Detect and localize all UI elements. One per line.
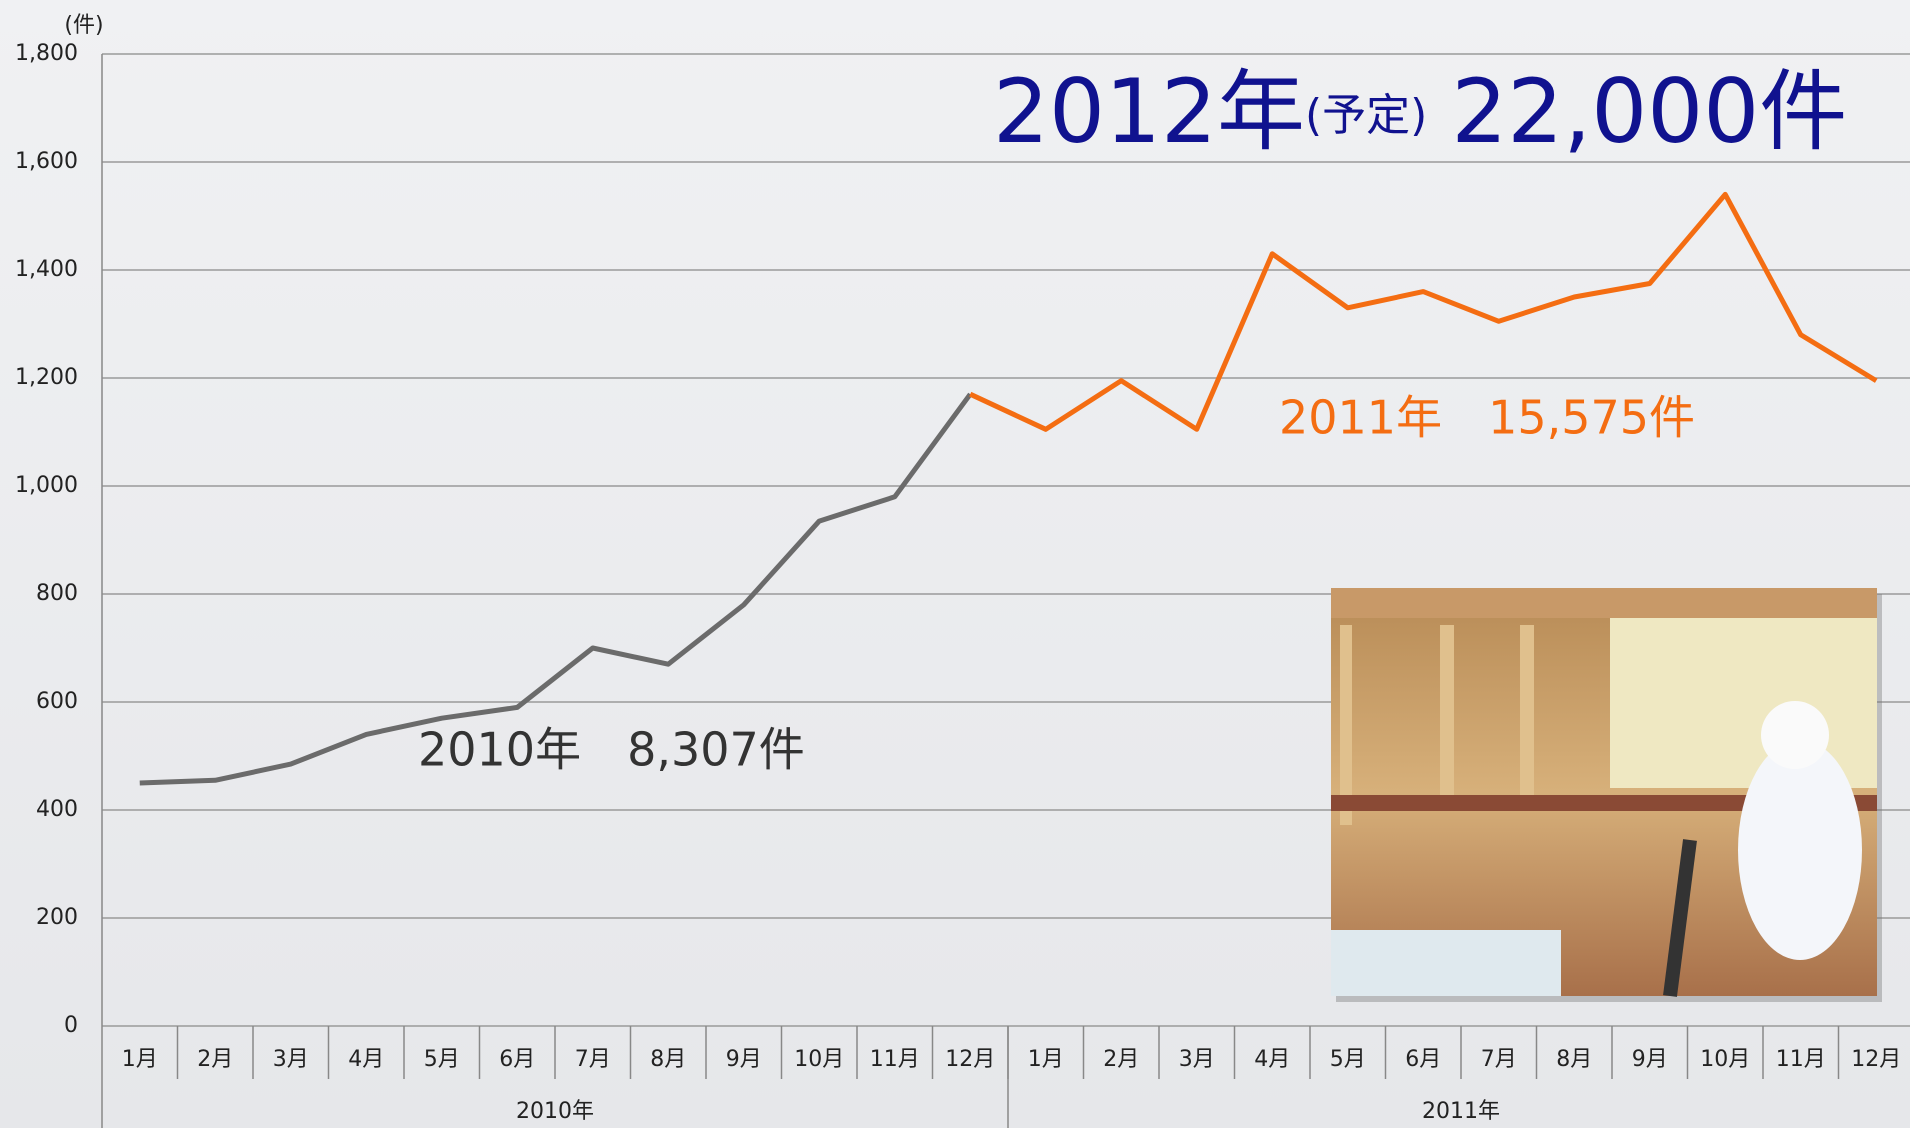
x-tick-label: 1月 [122, 1047, 158, 1072]
headline: 2012年(予定) 22,000件 [993, 60, 1847, 163]
helmet [1761, 701, 1829, 769]
y-tick-label: 1,000 [15, 473, 78, 498]
group-label: 2011年 [1422, 1099, 1500, 1124]
x-tick-label: 2月 [197, 1047, 233, 1072]
headline-year: 2012年 [993, 60, 1305, 163]
x-tick-label: 11月 [1776, 1047, 1826, 1072]
y-tick-label: 600 [36, 689, 78, 714]
x-tick-label: 7月 [575, 1047, 611, 1072]
hose [1663, 839, 1697, 997]
group-label: 2010年 [516, 1099, 594, 1124]
x-tick-label: 1月 [1028, 1047, 1064, 1072]
y-tick-label: 0 [64, 1013, 78, 1038]
annotation: 2010年 8,307件 [418, 723, 805, 777]
joist [1520, 625, 1534, 805]
x-tick-label: 3月 [1179, 1047, 1215, 1072]
worker [1738, 740, 1862, 960]
x-tick-label: 4月 [348, 1047, 384, 1072]
x-tick-label: 8月 [1556, 1047, 1592, 1072]
y-tick-label: 1,200 [15, 365, 78, 390]
x-tick-label: 2月 [1103, 1047, 1139, 1072]
y-tick-label: 1,800 [15, 41, 78, 66]
y-tick-label: 1,400 [15, 257, 78, 282]
x-tick-label: 10月 [794, 1047, 844, 1072]
y-unit-label: (件) [64, 13, 103, 38]
y-tick-label: 400 [36, 797, 78, 822]
x-tick-label: 6月 [499, 1047, 535, 1072]
y-tick-label: 1,600 [15, 149, 78, 174]
headline-count: 22,000件 [1451, 60, 1847, 163]
x-tick-label: 3月 [273, 1047, 309, 1072]
x-tick-label: 10月 [1700, 1047, 1750, 1072]
y-tick-label: 800 [36, 581, 78, 606]
joist [1440, 625, 1454, 805]
x-tick-label: 5月 [1330, 1047, 1366, 1072]
line-series [139, 392, 973, 786]
x-tick-label: 5月 [424, 1047, 460, 1072]
beam [1331, 588, 1877, 618]
x-tick-label: 6月 [1405, 1047, 1441, 1072]
pipe [1331, 795, 1877, 811]
x-tick-label: 9月 [1632, 1047, 1668, 1072]
x-tick-label: 11月 [870, 1047, 920, 1072]
photo [1331, 588, 1882, 1002]
x-tick-label: 9月 [726, 1047, 762, 1072]
x-tick-label: 8月 [650, 1047, 686, 1072]
x-tick-label: 12月 [1851, 1047, 1901, 1072]
joist [1340, 625, 1352, 825]
x-tick-label: 4月 [1254, 1047, 1290, 1072]
headline-note: (予定) [1305, 90, 1427, 141]
annotation: 2011年 15,575件 [1279, 391, 1695, 445]
window [1331, 930, 1561, 996]
x-tick-label: 12月 [945, 1047, 995, 1072]
x-tick-label: 7月 [1481, 1047, 1517, 1072]
line-series [969, 191, 1878, 432]
y-tick-label: 200 [36, 905, 78, 930]
